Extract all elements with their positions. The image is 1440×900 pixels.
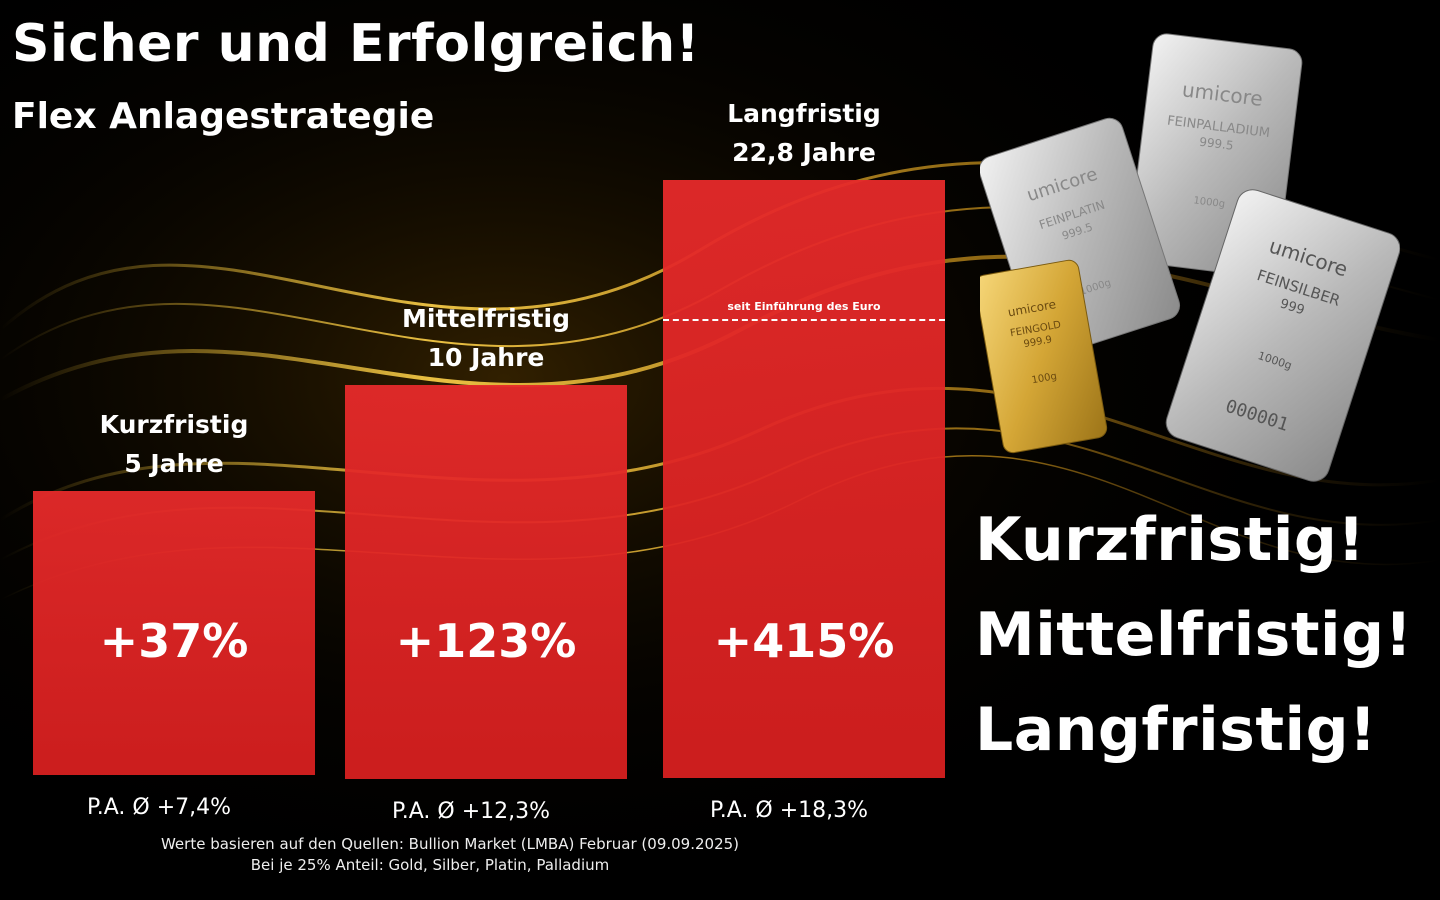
silver-bar-purity: 999 <box>1278 296 1306 318</box>
palladium-bar-weight: 1000g <box>1193 195 1226 210</box>
bar-duration-label-langfristig: 22,8 Jahre <box>732 137 876 167</box>
bar-langfristig <box>663 179 945 778</box>
bar-duration-label-mittelfristig: 10 Jahre <box>427 343 545 372</box>
bar-per-annum-label-mittelfristig: P.A. Ø +12,3% <box>391 799 551 824</box>
bar-per-annum-label-kurzfristig: P.A. Ø +7,4% <box>86 795 232 820</box>
footnote-allocation: Bei je 25% Anteil: Gold, Silber, Platin,… <box>250 856 610 874</box>
footnote-source: Werte basieren auf den Quellen: Bullion … <box>160 835 740 853</box>
bar-per-annum-label-langfristig: P.A. Ø +18,3% <box>709 798 869 823</box>
bar-value-label-kurzfristig: +37% <box>99 614 249 668</box>
slogan-langfristig: Langfristig! <box>975 695 1377 765</box>
bar-value-label-mittelfristig: +123% <box>395 614 577 668</box>
slogan-kurzfristig: Kurzfristig! <box>975 505 1366 575</box>
euro-introduction-marker-line <box>663 318 945 321</box>
slogan-mittelfristig: Mittelfristig! <box>975 600 1413 670</box>
page-title: Sicher und Erfolgreich! <box>12 14 700 74</box>
bar-category-label-mittelfristig: Mittelfristig <box>402 304 570 333</box>
gold-bar-weight: 100g <box>1031 371 1058 386</box>
bar-duration-label-kurzfristig: 5 Jahre <box>124 449 224 479</box>
precious-metal-bars-image: umicore FEINPALLADIUM 999.5 1000g umicor… <box>980 33 1400 482</box>
bar-category-label-langfristig: Langfristig <box>727 98 881 128</box>
bar-mittelfristig <box>345 385 627 779</box>
euro-introduction-note: seit Einführung des Euro <box>727 299 881 313</box>
bar-category-label-kurzfristig: Kurzfristig <box>99 410 249 440</box>
page-subtitle: Flex Anlagestrategie <box>12 96 435 137</box>
palladium-bar-purity: 999.5 <box>1199 135 1235 153</box>
bar-value-label-langfristig: +415% <box>713 614 895 668</box>
bar-kurzfristig <box>33 491 315 775</box>
gold-bar-purity: 999.9 <box>1023 334 1053 350</box>
